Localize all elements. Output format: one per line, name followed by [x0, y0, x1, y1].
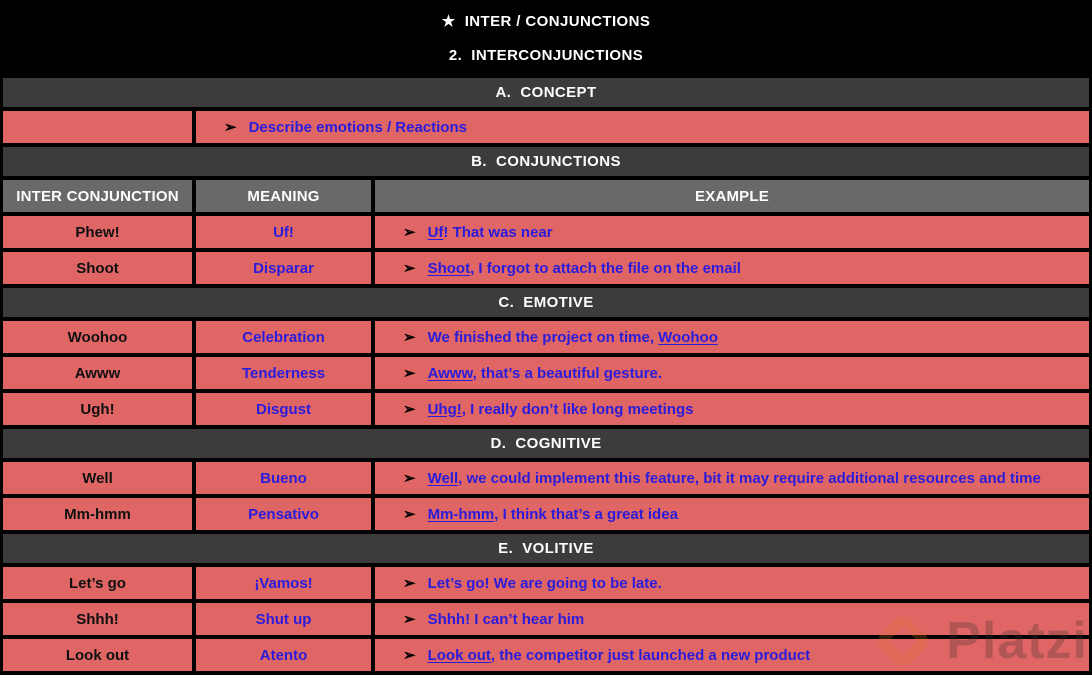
- word-cell: Woohoo: [3, 321, 192, 353]
- word-cell: Shhh!: [3, 603, 192, 635]
- example-text: We finished the project on time, Woohoo: [427, 328, 718, 346]
- example-text: Mm-hmm, I think that’s a great idea: [427, 505, 678, 523]
- example-text: Shoot, I forgot to attach the file on th…: [427, 259, 741, 277]
- title-block: ★ INTER / CONJUNCTIONS 2. INTERCONJUNCTI…: [0, 0, 1092, 78]
- example-cell: ➢ Describe emotions / Reactions: [196, 111, 1089, 143]
- table-row: Shhh! Shut up ➢ Shhh! I can’t hear him: [3, 603, 1089, 635]
- example-text: Uhg!, I really don’t like long meetings: [427, 400, 694, 418]
- arrow-icon: ➢: [403, 470, 416, 487]
- section-header-emotive: C. EMOTIVE: [3, 288, 1089, 317]
- meaning-cell: ¡Vamos!: [196, 567, 371, 599]
- meaning-cell: Celebration: [196, 321, 371, 353]
- example-text: Describe emotions / Reactions: [248, 118, 467, 136]
- example-cell: ➢ Look out, the competitor just launched…: [375, 639, 1089, 671]
- meaning-cell: Bueno: [196, 462, 371, 494]
- word-cell: Shoot: [3, 252, 192, 284]
- table-row: Look out Atento ➢ Look out, the competit…: [3, 639, 1089, 671]
- table-row: Awww Tenderness ➢ Awww, that’s a beautif…: [3, 357, 1089, 389]
- section-header-volitive: E. VOLITIVE: [3, 534, 1089, 563]
- arrow-icon: ➢: [403, 506, 416, 523]
- word-cell: Mm-hmm: [3, 498, 192, 530]
- example-cell: ➢ Uhg!, I really don’t like long meeting…: [375, 393, 1089, 425]
- table-row: Let’s go ¡Vamos! ➢ Let’s go! We are goin…: [3, 567, 1089, 599]
- example-cell: ➢ Shhh! I can’t hear him: [375, 603, 1089, 635]
- section-header-cognitive: D. COGNITIVE: [3, 429, 1089, 458]
- word-cell: Phew!: [3, 216, 192, 248]
- meaning-cell: Pensativo: [196, 498, 371, 530]
- table-row: ➢ Describe emotions / Reactions: [3, 111, 1089, 143]
- meaning-cell: Disgust: [196, 393, 371, 425]
- word-cell: Let’s go: [3, 567, 192, 599]
- meaning-cell: Uf!: [196, 216, 371, 248]
- table-row: Phew! Uf! ➢ Uf! That was near: [3, 216, 1089, 248]
- arrow-icon: ➢: [403, 260, 416, 277]
- example-text: Uf! That was near: [427, 223, 553, 241]
- example-cell: ➢ Well, we could implement this feature,…: [375, 462, 1089, 494]
- arrow-icon: ➢: [403, 365, 416, 382]
- page-title: ★ INTER / CONJUNCTIONS: [441, 13, 651, 30]
- example-text: Look out, the competitor just launched a…: [427, 646, 811, 664]
- table-row: Mm-hmm Pensativo ➢ Mm-hmm, I think that’…: [3, 498, 1089, 530]
- meaning-cell: Atento: [196, 639, 371, 671]
- example-text: Let’s go! We are going to be late.: [427, 574, 662, 592]
- meaning-cell: Disparar: [196, 252, 371, 284]
- table-row: Woohoo Celebration ➢ We finished the pro…: [3, 321, 1089, 353]
- arrow-icon: ➢: [224, 119, 237, 136]
- table-header-row: INTER CONJUNCTION MEANING EXAMPLE: [3, 180, 1089, 212]
- arrow-icon: ➢: [403, 329, 416, 346]
- arrow-icon: ➢: [403, 647, 416, 664]
- word-cell: Ugh!: [3, 393, 192, 425]
- example-cell: ➢ Uf! That was near: [375, 216, 1089, 248]
- example-cell: ➢ We finished the project on time, Wooho…: [375, 321, 1089, 353]
- example-cell: ➢ Let’s go! We are going to be late.: [375, 567, 1089, 599]
- page-subtitle: 2. INTERCONJUNCTIONS: [448, 47, 644, 64]
- example-cell: ➢ Shoot, I forgot to attach the file on …: [375, 252, 1089, 284]
- word-cell: Look out: [3, 639, 192, 671]
- column-header-inter-conjunction: INTER CONJUNCTION: [3, 180, 192, 212]
- example-text: Well, we could implement this feature, b…: [427, 469, 1041, 487]
- meaning-cell: Tenderness: [196, 357, 371, 389]
- arrow-icon: ➢: [403, 575, 416, 592]
- section-header-concept: A. CONCEPT: [3, 78, 1089, 107]
- arrow-icon: ➢: [403, 224, 416, 241]
- column-header-example: EXAMPLE: [375, 180, 1089, 212]
- concept-empty-cell: [3, 111, 192, 143]
- table-row: Shoot Disparar ➢ Shoot, I forgot to atta…: [3, 252, 1089, 284]
- table-row: Well Bueno ➢ Well, we could implement th…: [3, 462, 1089, 494]
- example-text: Awww, that’s a beautiful gesture.: [427, 364, 663, 382]
- example-cell: ➢ Mm-hmm, I think that’s a great idea: [375, 498, 1089, 530]
- arrow-icon: ➢: [403, 611, 416, 628]
- section-header-conjunctions: B. CONJUNCTIONS: [3, 147, 1089, 176]
- column-header-meaning: MEANING: [196, 180, 371, 212]
- meaning-cell: Shut up: [196, 603, 371, 635]
- table-row: Ugh! Disgust ➢ Uhg!, I really don’t like…: [3, 393, 1089, 425]
- arrow-icon: ➢: [403, 401, 416, 418]
- word-cell: Awww: [3, 357, 192, 389]
- example-cell: ➢ Awww, that’s a beautiful gesture.: [375, 357, 1089, 389]
- example-text: Shhh! I can’t hear him: [427, 610, 585, 628]
- word-cell: Well: [3, 462, 192, 494]
